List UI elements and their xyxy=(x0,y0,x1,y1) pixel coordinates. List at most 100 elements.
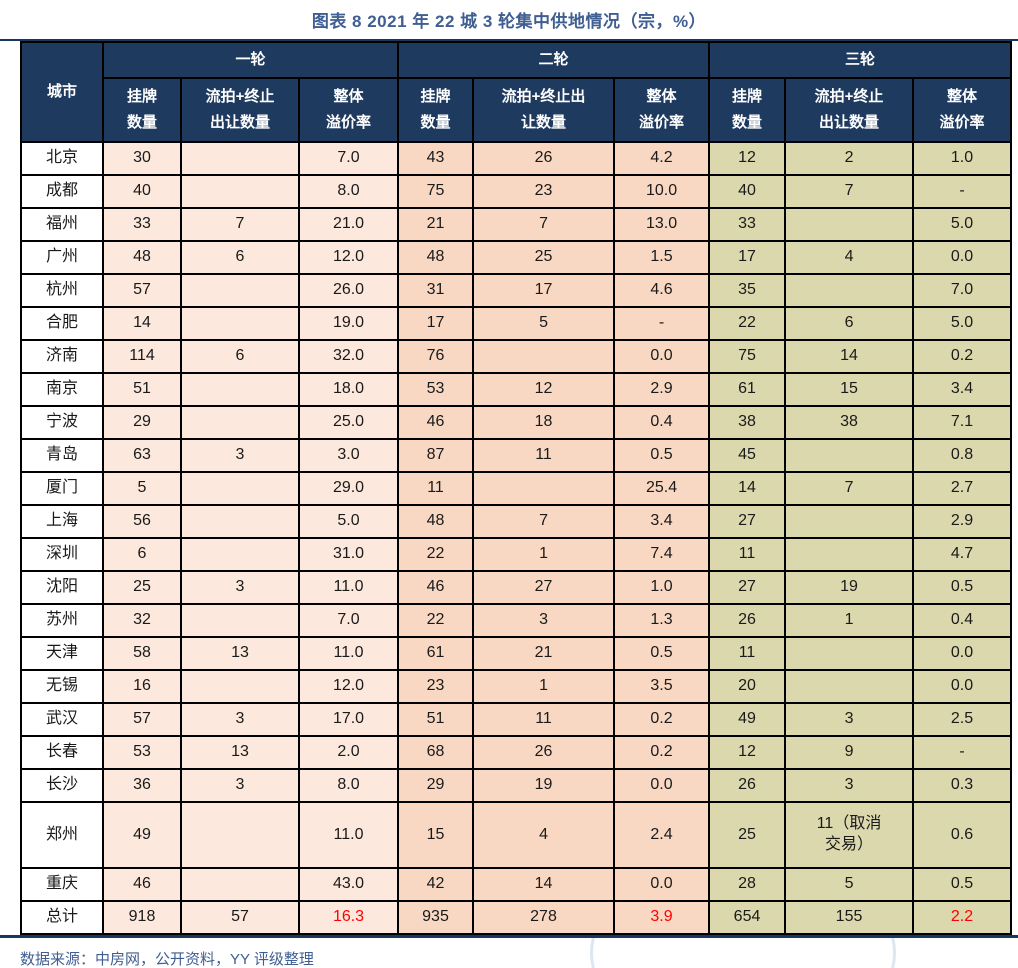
city-cell: 无锡 xyxy=(20,669,104,704)
failed-count-cell: 7 xyxy=(784,471,915,506)
premium-rate-cell: - xyxy=(613,306,711,341)
top-rule xyxy=(0,39,1018,41)
table-row: 郑州 49 11.0 15 4 2.4 25 11（取消 交易） 0.6 xyxy=(20,801,1013,869)
city-cell: 济南 xyxy=(20,339,104,374)
premium-rate-cell: 0.6 xyxy=(912,801,1013,869)
table-row: 福州 33 7 21.0 21 7 13.0 33 5.0 xyxy=(20,207,1013,242)
failed-count-cell: 3 xyxy=(180,768,300,803)
listed-count-cell: 87 xyxy=(397,438,475,473)
failed-count-cell: 19 xyxy=(784,570,915,605)
listed-count-cell: 27 xyxy=(708,570,787,605)
listed-count-cell: 75 xyxy=(708,339,787,374)
premium-rate-cell: 2.9 xyxy=(912,504,1013,539)
listed-count-cell: 14 xyxy=(102,306,182,341)
city-column-header: 城市 xyxy=(20,41,104,143)
premium-rate-cell: 2.7 xyxy=(912,471,1013,506)
failed-count-cell: 14 xyxy=(472,867,616,902)
premium-rate-cell: 7.4 xyxy=(613,537,711,572)
listed-count-cell: 63 xyxy=(102,438,182,473)
listed-count-cell: 57 xyxy=(102,702,182,737)
listed-count-cell: 15 xyxy=(397,801,475,869)
premium-rate-cell: 0.0 xyxy=(912,636,1013,671)
premium-rate-cell: 0.5 xyxy=(613,636,711,671)
listed-count-cell: 114 xyxy=(102,339,182,374)
premium-rate-cell: 5.0 xyxy=(297,504,400,539)
failed-count-cell: 11（取消 交易） xyxy=(784,801,915,869)
listed-count-cell: 20 xyxy=(708,669,787,704)
listed-count-cell: 42 xyxy=(397,867,475,902)
failed-count-cell: 57 xyxy=(180,900,300,935)
premium-rate-cell: 7.0 xyxy=(297,603,400,638)
premium-rate-cell: 0.0 xyxy=(613,768,711,803)
listed-count-cell: 53 xyxy=(102,735,182,770)
failed-count-cell xyxy=(180,405,300,440)
premium-rate-cell: - xyxy=(912,735,1013,770)
premium-rate-cell: 2.9 xyxy=(613,372,711,407)
listed-count-cell: 918 xyxy=(102,900,182,935)
failed-count-cell: 14 xyxy=(784,339,915,374)
listed-count-cell: 14 xyxy=(708,471,787,506)
premium-rate-cell: 43.0 xyxy=(297,867,400,902)
city-cell: 宁波 xyxy=(20,405,104,440)
failed-count-cell xyxy=(180,141,300,176)
failed-count-cell: 6 xyxy=(180,339,300,374)
premium-rate-cell: 0.0 xyxy=(613,339,711,374)
table-body: 北京 30 7.0 43 26 4.2 12 2 1.0 成都 40 8.0 75 23 10.0 40 7- 福… xyxy=(20,141,1013,935)
listed-count-cell: 40 xyxy=(708,174,787,209)
bottom-rule xyxy=(0,935,1018,938)
failed-count-cell: 25 xyxy=(472,240,616,275)
failed-count-cell: 11 xyxy=(472,438,616,473)
failed-count-cell xyxy=(180,537,300,572)
premium-rate-cell: 8.0 xyxy=(297,768,400,803)
premium-rate-cell: 0.0 xyxy=(912,669,1013,704)
listed-count-cell: 27 xyxy=(708,504,787,539)
failed-count-cell: 1 xyxy=(472,669,616,704)
premium-rate-cell: 4.7 xyxy=(912,537,1013,572)
city-cell: 广州 xyxy=(20,240,104,275)
round2-premium-header: 整体 溢价率 xyxy=(613,77,711,143)
failed-count-cell: 7 xyxy=(180,207,300,242)
listed-count-cell: 43 xyxy=(397,141,475,176)
premium-rate-cell: 0.2 xyxy=(613,702,711,737)
premium-rate-cell: 26.0 xyxy=(297,273,400,308)
premium-rate-cell: 0.0 xyxy=(912,240,1013,275)
failed-count-cell: 6 xyxy=(784,306,915,341)
table-row: 青岛 63 3 3.0 87 11 0.5 45 0.8 xyxy=(20,438,1013,473)
premium-rate-cell: 16.3 xyxy=(297,900,400,935)
city-cell: 郑州 xyxy=(20,801,104,869)
premium-rate-cell: 4.2 xyxy=(613,141,711,176)
table-row: 厦门 5 29.0 11 25.4 14 7 2.7 xyxy=(20,471,1013,506)
city-cell: 总计 xyxy=(20,900,104,935)
listed-count-cell: 6 xyxy=(102,537,182,572)
listed-count-cell: 36 xyxy=(102,768,182,803)
listed-count-cell: 35 xyxy=(708,273,787,308)
failed-count-cell xyxy=(472,471,616,506)
failed-count-cell: 19 xyxy=(472,768,616,803)
round3-group-header: 三轮 xyxy=(708,41,1013,79)
listed-count-cell: 57 xyxy=(102,273,182,308)
listed-count-cell: 48 xyxy=(397,240,475,275)
premium-rate-cell: 21.0 xyxy=(297,207,400,242)
city-cell: 武汉 xyxy=(20,702,104,737)
listed-count-cell: 17 xyxy=(397,306,475,341)
listed-count-cell: 22 xyxy=(397,537,475,572)
premium-rate-cell: 25.4 xyxy=(613,471,711,506)
listed-count-cell: 11 xyxy=(708,537,787,572)
premium-rate-cell: 12.0 xyxy=(297,240,400,275)
premium-rate-cell: 4.6 xyxy=(613,273,711,308)
listed-count-cell: 45 xyxy=(708,438,787,473)
listed-count-cell: 38 xyxy=(708,405,787,440)
table-row: 武汉 57 3 17.0 51 11 0.2 49 3 2.5 xyxy=(20,702,1013,737)
table-row: 北京 30 7.0 43 26 4.2 12 2 1.0 xyxy=(20,141,1013,176)
premium-rate-cell: 29.0 xyxy=(297,471,400,506)
failed-count-cell xyxy=(180,273,300,308)
failed-count-cell: 7 xyxy=(784,174,915,209)
round1-listed-header: 挂牌 数量 xyxy=(102,77,182,143)
land-supply-table: 城市 一轮 二轮 三轮 挂牌 数量 流拍+终止 出让数量 整体 溢价率 挂牌 数… xyxy=(20,41,1013,935)
failed-count-cell xyxy=(784,537,915,572)
failed-count-cell: 6 xyxy=(180,240,300,275)
failed-count-cell xyxy=(180,603,300,638)
premium-rate-cell: 1.3 xyxy=(613,603,711,638)
premium-rate-cell: 3.0 xyxy=(297,438,400,473)
